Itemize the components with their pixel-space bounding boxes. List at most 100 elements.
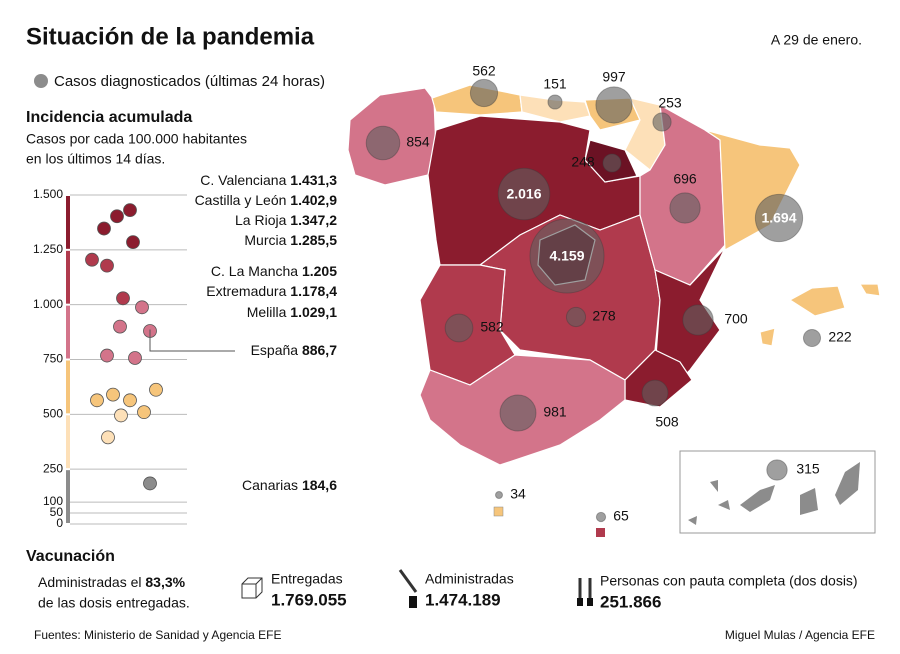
band	[66, 360, 70, 414]
band	[66, 415, 70, 469]
bubble	[652, 112, 672, 132]
box-icon	[241, 577, 263, 599]
bubble	[444, 313, 474, 343]
region-label: Castilla y León 1.402,9	[195, 192, 338, 208]
bubble-label: 1.694	[761, 210, 796, 226]
administered-label: Administradas	[425, 571, 514, 587]
bubble	[766, 459, 788, 481]
bubble-label: 562	[472, 63, 496, 79]
bubble-label: 248	[571, 154, 595, 170]
region	[788, 285, 846, 317]
reference-line	[149, 329, 235, 352]
delivered-label: Entregadas	[271, 571, 343, 587]
bubble-label: 4.159	[549, 248, 584, 264]
bubble	[469, 78, 499, 108]
credit: Miguel Mulas / Agencia EFE	[725, 628, 875, 642]
bubble	[595, 86, 633, 124]
bubble	[754, 193, 804, 243]
bubble-label: 34	[510, 486, 526, 502]
bubble	[602, 153, 622, 173]
bubble-label: 700	[724, 311, 748, 327]
bubble-label: 222	[828, 329, 852, 345]
island	[835, 462, 860, 505]
dot	[100, 258, 114, 273]
island	[688, 516, 697, 525]
y-tick-label: 1.000	[33, 297, 63, 311]
bubble-label: 278	[592, 308, 616, 324]
y-tick-label: 250	[43, 461, 63, 475]
vaccination-title: Vacunación	[26, 548, 115, 565]
dot	[110, 209, 124, 224]
incidence-title: Incidencia acumulada	[26, 109, 192, 126]
island	[800, 488, 818, 515]
dot	[113, 319, 127, 334]
dot	[116, 291, 130, 306]
bubble	[565, 306, 587, 328]
region-label: La Rioja 1.347,2	[235, 212, 337, 228]
bubble-label: 696	[673, 171, 697, 187]
region-label: Extremadura 1.178,4	[206, 283, 337, 299]
bubble	[595, 511, 607, 523]
dot	[126, 235, 140, 250]
dot	[123, 393, 137, 408]
title: Situación de la pandemia	[26, 23, 315, 50]
dot	[100, 348, 114, 363]
dot	[101, 430, 115, 445]
dot	[90, 393, 104, 408]
bubble-label: 854	[406, 134, 430, 150]
melilla	[596, 528, 605, 537]
legend-label: Casos diagnosticados (últimas 24 horas)	[54, 73, 325, 90]
bubble	[641, 379, 669, 407]
date: A 29 de enero.	[771, 32, 862, 48]
dot	[149, 382, 163, 397]
dot	[106, 387, 120, 402]
map	[347, 84, 881, 537]
region-label: C. Valenciana 1.431,3	[200, 172, 337, 188]
vaccination-text: de las dosis entregadas.	[38, 595, 190, 611]
island	[710, 480, 718, 492]
dot	[143, 476, 157, 491]
region-label: Melilla 1.029,1	[247, 304, 338, 320]
bubble-label: 997	[602, 69, 626, 85]
syringe-icon	[398, 569, 418, 608]
island	[740, 485, 775, 512]
y-tick-label: 0	[56, 516, 63, 530]
region-label: Murcia 1.285,5	[244, 232, 337, 248]
dot	[137, 405, 151, 420]
incidence-subtitle: en los últimos 14 días.	[26, 151, 165, 167]
dot	[123, 203, 137, 218]
bubble-label: 315	[796, 461, 820, 477]
syringes-icon	[577, 578, 593, 606]
bubble	[547, 94, 563, 110]
dot	[85, 252, 99, 267]
bubble	[499, 394, 537, 432]
bubble-label: 508	[655, 414, 679, 430]
y-tick-label: 1.500	[33, 187, 63, 201]
bubble	[529, 218, 605, 294]
y-tick-label: 750	[43, 352, 63, 366]
y-tick-label: 100	[43, 494, 63, 508]
band	[66, 470, 70, 523]
vaccination-text: Administradas el 83,3%	[38, 574, 186, 590]
band	[66, 250, 70, 304]
ceuta	[493, 506, 504, 517]
complete-label: Personas con pauta completa (dos dosis)	[600, 573, 858, 589]
bubble	[682, 304, 714, 336]
region-label: España 886,7	[251, 342, 338, 358]
bubble-label: 253	[658, 95, 682, 111]
bubble	[495, 491, 503, 499]
band	[66, 196, 70, 249]
region-label: Canarias 184,6	[242, 477, 337, 493]
y-tick-label: 50	[50, 505, 64, 519]
incidence-subtitle: Casos por cada 100.000 habitantes	[26, 131, 247, 147]
island	[718, 500, 730, 510]
region	[858, 283, 881, 297]
dot	[128, 351, 142, 365]
bubble	[669, 192, 701, 224]
bubble-label: 151	[543, 76, 567, 92]
administered-value: 1.474.189	[425, 590, 501, 609]
bubble	[365, 125, 401, 161]
region	[759, 327, 776, 347]
y-tick-label: 500	[43, 407, 63, 421]
bubble-label: 65	[613, 508, 629, 524]
